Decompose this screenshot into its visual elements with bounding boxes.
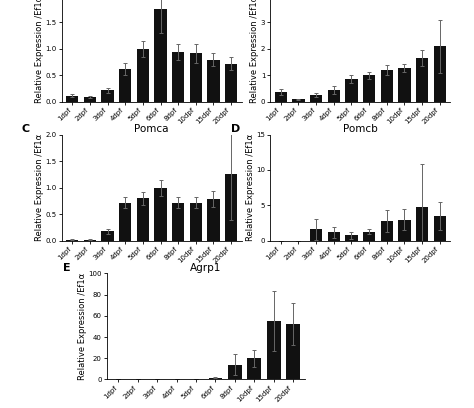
Bar (207, 60, 219, 102)
Bar (207, 200, 219, 241)
Bar (434, 216, 446, 241)
Bar (66, 239, 78, 241)
Bar (101, 231, 114, 241)
Bar (119, 69, 131, 102)
Bar (381, 221, 393, 241)
Bar (66, 95, 78, 102)
Bar (310, 95, 322, 102)
Bar (119, 202, 131, 241)
Title: Pomca: Pomca (135, 124, 169, 134)
Bar (155, 9, 167, 102)
Bar (84, 97, 96, 102)
Bar (267, 321, 281, 379)
Title: Pomcb: Pomcb (343, 124, 378, 134)
Bar (247, 358, 261, 379)
Y-axis label: Relative Expression /Ef1α: Relative Expression /Ef1α (78, 273, 87, 380)
Bar (137, 49, 149, 102)
Bar (155, 188, 167, 241)
Bar (84, 239, 96, 241)
Bar (328, 232, 340, 241)
Bar (381, 70, 393, 102)
Text: E: E (63, 263, 71, 273)
Bar (225, 175, 237, 241)
Text: C: C (22, 124, 30, 134)
Bar (190, 202, 202, 241)
Y-axis label: Relative Expression /Ef1α: Relative Expression /Ef1α (246, 134, 255, 241)
Bar (345, 80, 357, 102)
Bar (137, 198, 149, 241)
Bar (398, 67, 410, 102)
Bar (328, 90, 340, 102)
Y-axis label: Relative Expression /Ef1α: Relative Expression /Ef1α (250, 0, 259, 102)
Bar (274, 92, 287, 102)
Bar (310, 229, 322, 241)
Bar (363, 75, 375, 102)
Text: D: D (230, 124, 240, 134)
Bar (416, 58, 428, 102)
Bar (434, 47, 446, 102)
Y-axis label: Relative Expression /Ef1α: Relative Expression /Ef1α (35, 134, 44, 241)
Y-axis label: Relative Expression /Ef1α: Relative Expression /Ef1α (35, 0, 44, 102)
Bar (172, 52, 184, 102)
Bar (225, 64, 237, 102)
Bar (101, 90, 114, 102)
Bar (398, 220, 410, 241)
Bar (345, 235, 357, 241)
Bar (363, 231, 375, 241)
Bar (416, 207, 428, 241)
Bar (292, 100, 305, 102)
Bar (286, 324, 300, 379)
Bar (190, 53, 202, 102)
Bar (209, 378, 222, 379)
Bar (228, 365, 242, 379)
Bar (172, 202, 184, 241)
Title: Agrp1: Agrp1 (190, 263, 221, 273)
